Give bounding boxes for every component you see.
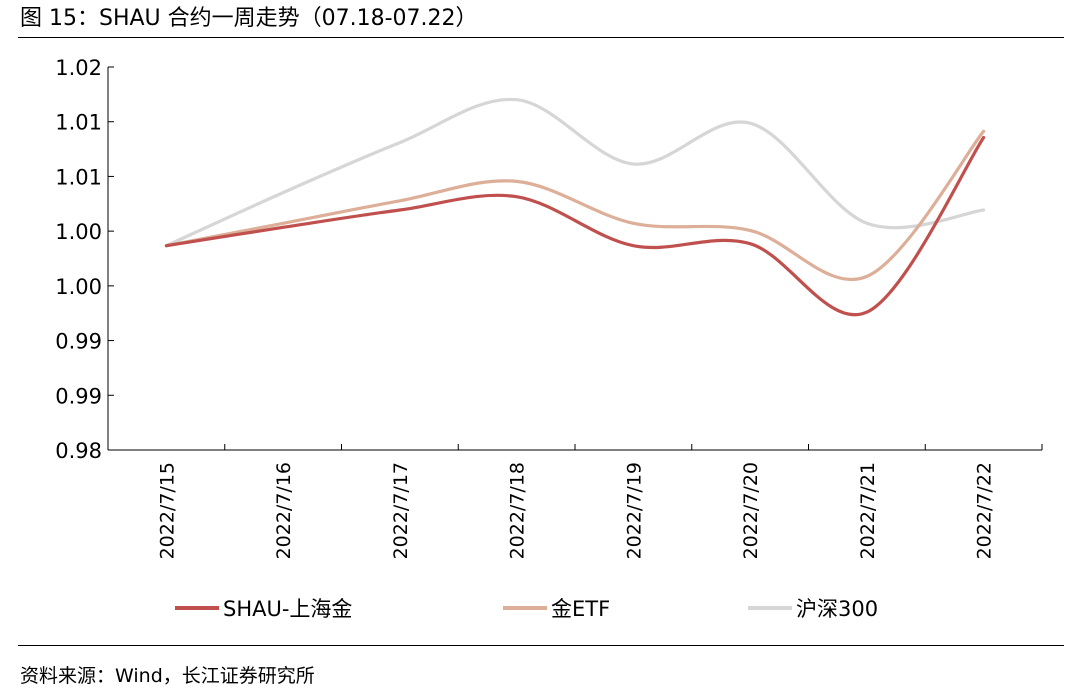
x-tick-label: 2022/7/20 <box>740 462 762 559</box>
legend-label: 沪深300 <box>796 597 878 621</box>
legend: SHAU-上海金 金ETF 沪深300 <box>175 597 878 621</box>
bottom-rule <box>18 645 1064 646</box>
legend-label: 金ETF <box>551 597 610 621</box>
source-note: 资料来源：Wind，长江证券研究所 <box>20 665 315 687</box>
x-tick-label: 2022/7/17 <box>390 462 412 559</box>
top-rule <box>18 37 1064 38</box>
x-axis: 2022/7/15 2022/7/16 2022/7/17 2022/7/18 2022… <box>107 444 1043 559</box>
legend-label: SHAU-上海金 <box>223 597 352 621</box>
series-lines <box>164 97 986 317</box>
y-tick-label: 1.00 <box>55 220 102 244</box>
y-tick-label: 1.01 <box>55 165 102 189</box>
x-tick-label: 2022/7/19 <box>623 462 645 559</box>
y-tick-label: 1.00 <box>55 275 102 299</box>
series-line <box>164 129 986 282</box>
y-tick-label: 0.99 <box>55 384 102 408</box>
x-tick-label: 2022/7/16 <box>273 462 295 559</box>
y-tick-label: 0.98 <box>55 439 102 463</box>
x-tick-label: 2022/7/15 <box>156 462 178 559</box>
series-line <box>164 97 986 248</box>
y-tick-label: 0.99 <box>55 330 102 354</box>
x-tick-label: 2022/7/22 <box>974 462 996 559</box>
y-tick-label: 1.01 <box>55 111 102 135</box>
y-tick-label: 1.02 <box>55 56 102 80</box>
x-tick-label: 2022/7/21 <box>857 462 879 559</box>
y-axis: 0.98 0.99 0.99 1.00 1.00 1.01 1.01 1.02 <box>55 56 114 463</box>
series-line <box>164 135 986 317</box>
figure-title: 图 15：SHAU 合约一周走势（07.18-07.22） <box>20 6 478 31</box>
x-tick-label: 2022/7/18 <box>507 462 529 559</box>
